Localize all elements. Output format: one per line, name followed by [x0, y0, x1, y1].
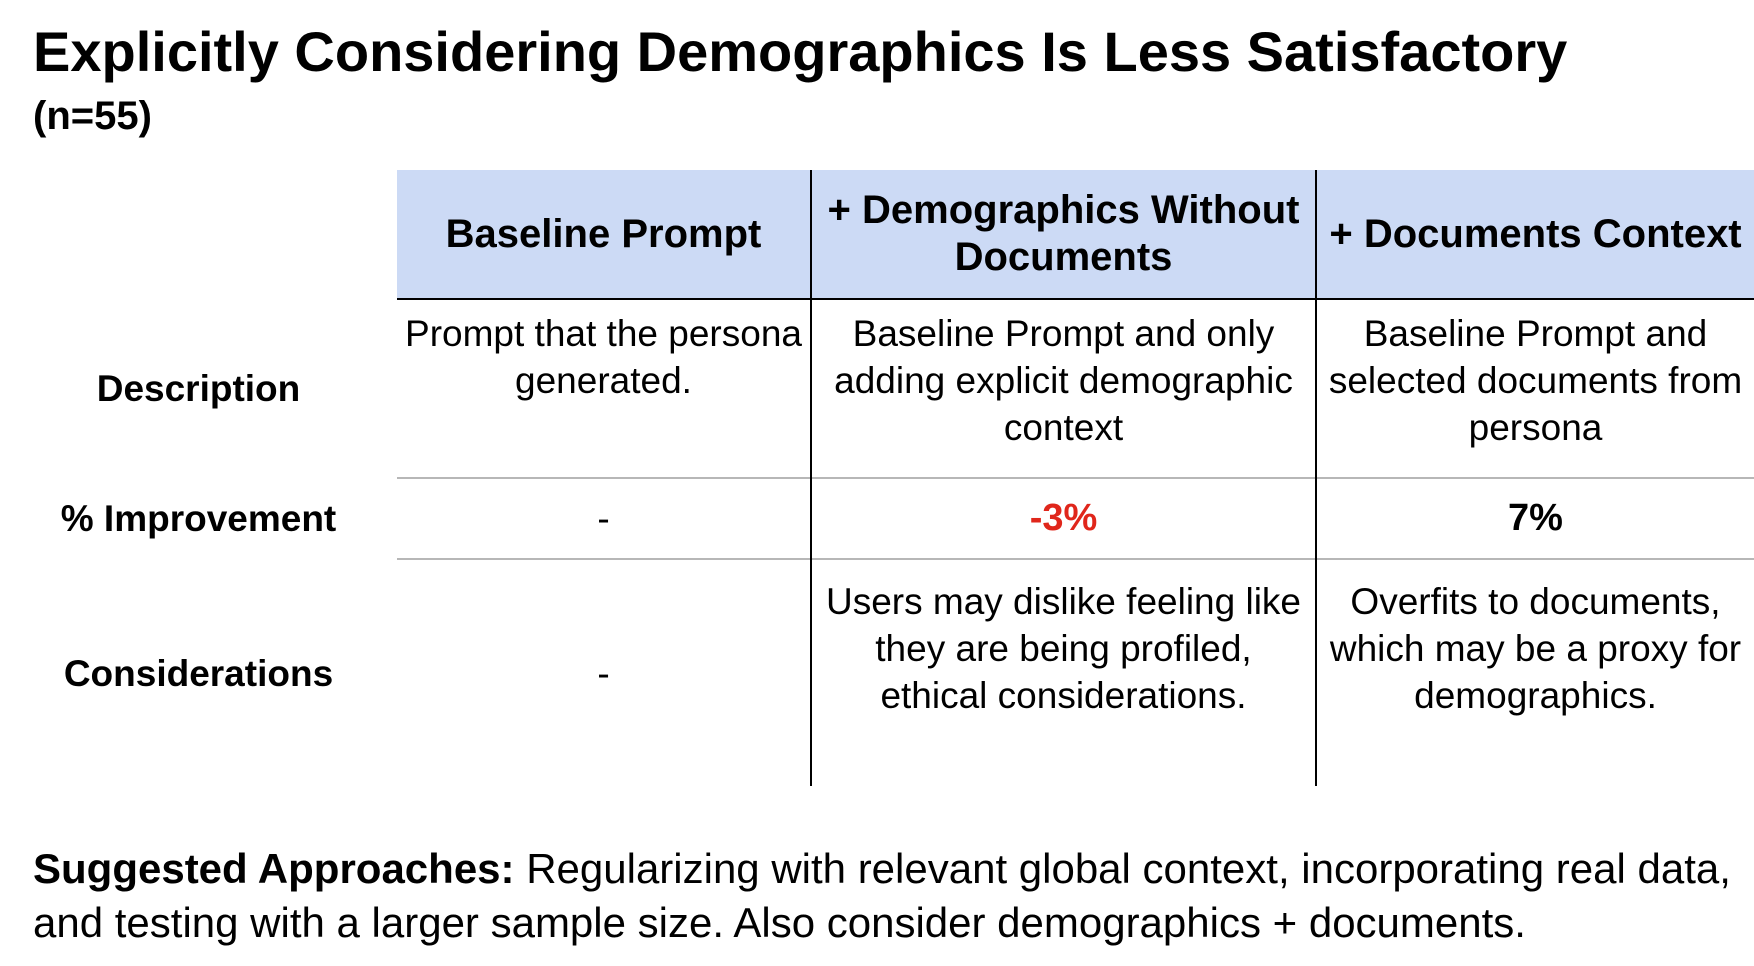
- column-divider: [1315, 170, 1317, 786]
- table-header-background: [397, 170, 1754, 300]
- row-divider: [397, 558, 1754, 560]
- column-header-baseline-prompt: Baseline Prompt: [445, 211, 762, 256]
- header-divider: [397, 298, 1754, 300]
- page-title: Explicitly Considering Demographics Is L…: [33, 20, 1568, 83]
- row-label-improvement: % Improvement: [60, 498, 337, 539]
- row-label-description: Description: [96, 368, 301, 409]
- table-cell: Prompt that the persona generated.: [405, 313, 802, 401]
- table-cell: Baseline Prompt and only adding explicit…: [834, 313, 1293, 448]
- suggested-approaches: Suggested Approaches: Regularizing with …: [33, 842, 1733, 950]
- table-cell: Baseline Prompt and selected documents f…: [1328, 313, 1743, 448]
- row-label-considerations: Considerations: [63, 652, 334, 694]
- table-cell: -: [597, 498, 610, 539]
- row-divider: [397, 477, 1754, 479]
- column-divider: [810, 170, 812, 786]
- column-header-demographics-without-documents: + Demographics Without Documents: [827, 188, 1300, 279]
- column-header-documents-context: + Documents Context: [1329, 211, 1742, 256]
- improvement-value-positive: 7%: [1508, 497, 1563, 539]
- table-cell: -: [597, 652, 610, 694]
- suggested-approaches-text: Regularizing with relevant global contex…: [33, 845, 1731, 946]
- improvement-value-negative: -3%: [1029, 497, 1098, 539]
- table-cell: Users may dislike feeling like they are …: [825, 581, 1301, 716]
- sample-size: (n=55): [33, 94, 152, 138]
- table-cell: Overfits to documents, which may be a pr…: [1329, 581, 1742, 716]
- suggested-approaches-label: Suggested Approaches:: [33, 845, 515, 892]
